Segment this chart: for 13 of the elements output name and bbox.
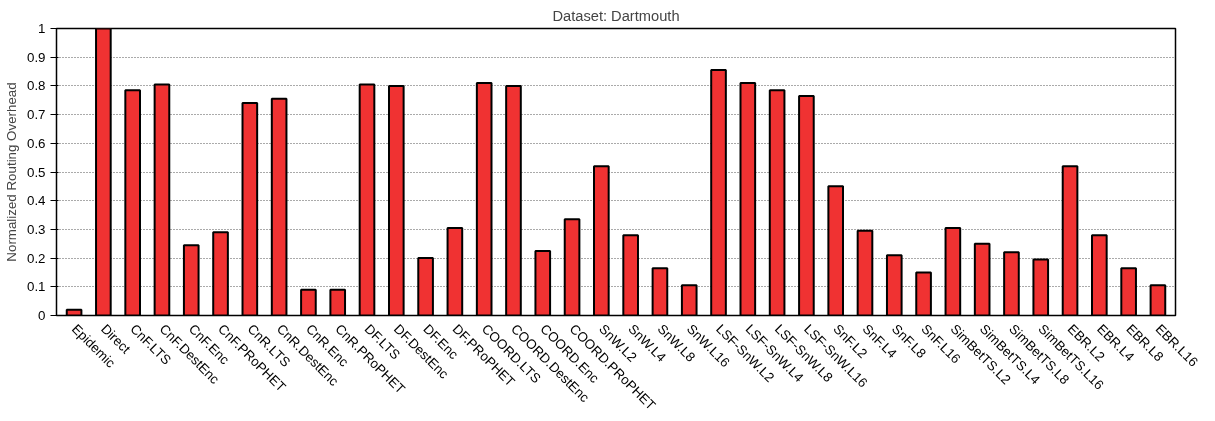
y-tick-label: 0.5 (26, 164, 46, 180)
y-tick-label: 0.1 (26, 279, 46, 295)
chart-title: Dataset: Dartmouth (552, 7, 680, 24)
y-axis-title: Normalized Routing Overhead (3, 82, 19, 262)
y-tick-label: 0.2 (26, 250, 46, 266)
y-tick-label: 0.3 (26, 221, 46, 237)
y-tick-label: 0.8 (26, 78, 46, 94)
y-tick-label: 1 (38, 21, 46, 36)
y-tick-label: 0.4 (26, 193, 47, 209)
y-tick-label: 0.7 (26, 107, 46, 123)
y-tick-label: 0.6 (26, 135, 46, 151)
y-tick-label: 0.9 (26, 49, 46, 65)
y-tick-label: 0 (38, 308, 46, 323)
